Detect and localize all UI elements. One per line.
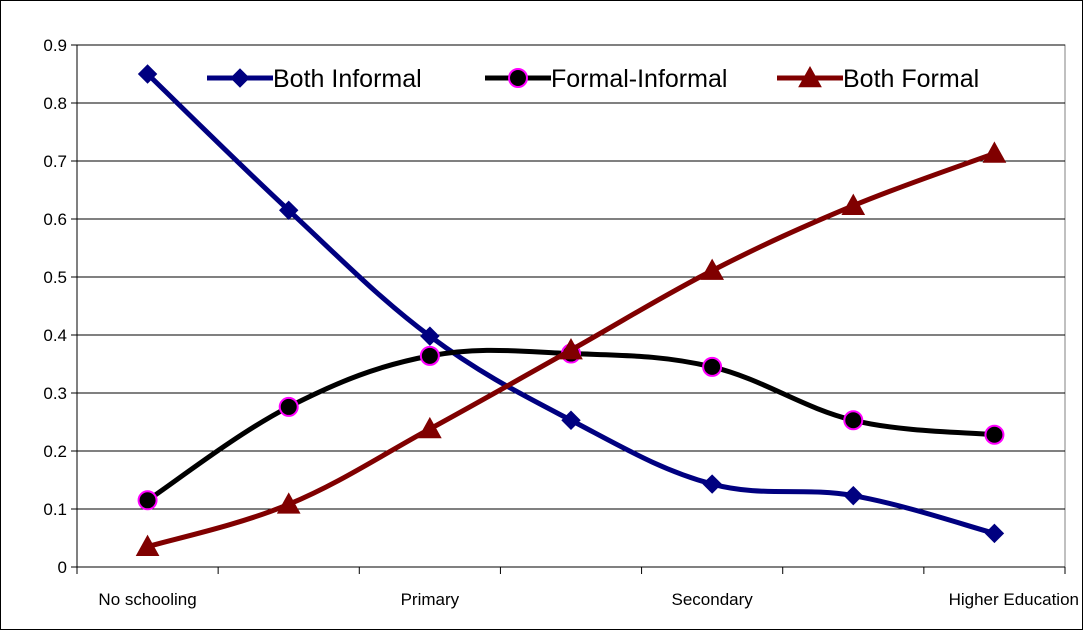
data-point-triangle bbox=[418, 416, 442, 439]
legend-item: Both Informal bbox=[203, 58, 422, 98]
series-both-informal bbox=[137, 64, 1005, 544]
legend-label: Both Formal bbox=[843, 65, 979, 93]
data-point-diamond bbox=[561, 410, 581, 430]
legend-marker bbox=[230, 68, 250, 88]
y-tick-label: 0.7 bbox=[43, 152, 67, 171]
y-tick-label: 0.4 bbox=[43, 326, 67, 345]
data-point-diamond bbox=[984, 523, 1005, 544]
data-point-triangle bbox=[982, 141, 1007, 163]
gridlines bbox=[77, 44, 1065, 510]
axes: 0 0.1 0.2 0.3 0.4 0.5 0.6 0.7 0.8 0.9 No schooling… bbox=[43, 36, 1079, 609]
legend-marker bbox=[798, 65, 822, 88]
x-tick-label: Primary bbox=[401, 590, 460, 609]
legend-marker bbox=[508, 68, 528, 88]
x-tick-label: No schooling bbox=[98, 590, 196, 609]
x-tick-label: Higher Education bbox=[949, 590, 1079, 609]
data-point-circle bbox=[702, 356, 723, 377]
data-point-diamond bbox=[702, 474, 722, 494]
data-point-circle bbox=[278, 396, 299, 417]
y-tick-label: 0.5 bbox=[43, 268, 67, 287]
legend: Both Informal Formal-Informal Both Formal bbox=[203, 58, 979, 98]
data-point-diamond bbox=[279, 200, 299, 221]
y-tick-label: 0.8 bbox=[43, 94, 67, 113]
legend-item: Both Formal bbox=[773, 58, 979, 98]
legend-label: Both Informal bbox=[273, 65, 422, 93]
data-point-circle bbox=[843, 410, 864, 431]
x-tick-label: Secondary bbox=[672, 590, 754, 609]
y-tick-label: 0.9 bbox=[43, 36, 67, 55]
data-point-diamond bbox=[420, 326, 440, 346]
y-tick-label: 0 bbox=[58, 558, 67, 577]
data-point-triangle bbox=[841, 193, 866, 215]
legend-item: Formal-Informal bbox=[481, 58, 727, 98]
data-point-triangle bbox=[276, 492, 301, 514]
data-point-circle bbox=[137, 490, 158, 511]
y-tick-label: 0.1 bbox=[43, 500, 67, 519]
data-point-circle bbox=[984, 424, 1005, 445]
y-tick-label: 0.3 bbox=[43, 384, 67, 403]
data-point-triangle bbox=[135, 534, 160, 556]
plot-area bbox=[76, 44, 1066, 568]
data-point-circle bbox=[419, 345, 440, 366]
y-tick-label: 0.2 bbox=[43, 442, 67, 461]
legend-label: Formal-Informal bbox=[551, 65, 727, 93]
data-point-triangle bbox=[700, 258, 724, 280]
series-both-formal bbox=[135, 141, 1007, 556]
data-point-triangle bbox=[559, 338, 583, 360]
series-group bbox=[135, 64, 1007, 556]
data-point-diamond bbox=[137, 64, 158, 84]
y-tick-label: 0.6 bbox=[43, 210, 67, 229]
data-point-diamond bbox=[843, 485, 863, 506]
